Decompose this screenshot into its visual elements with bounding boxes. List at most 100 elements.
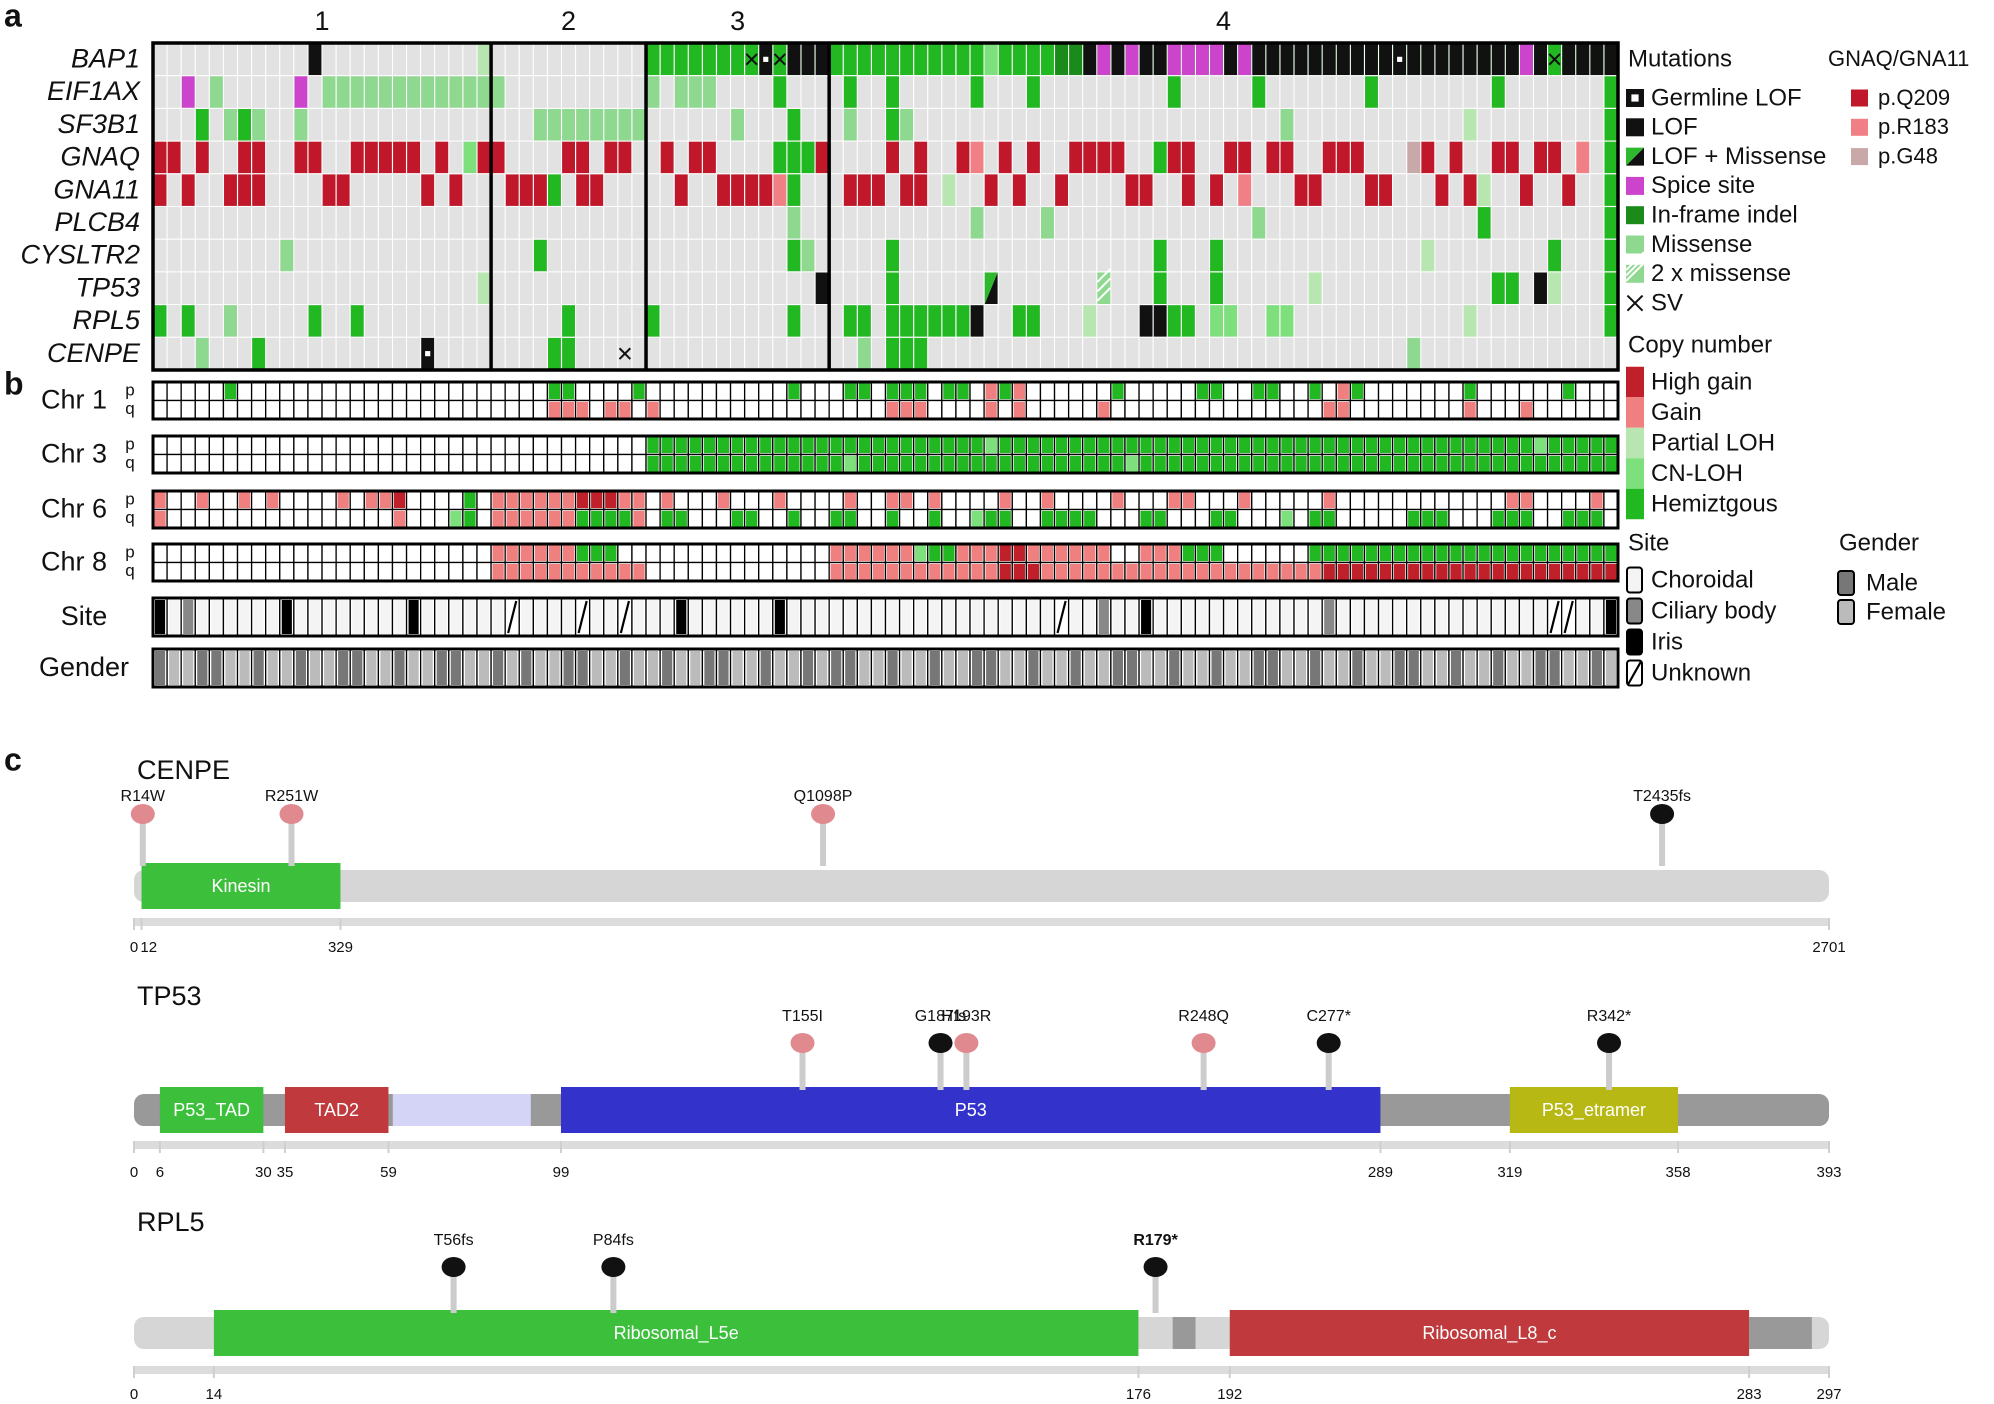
background-cell [391, 107, 408, 142]
background-cell [730, 206, 746, 240]
cell-fill [1000, 600, 1011, 634]
lollipop [1143, 1257, 1168, 1313]
background-cell [448, 271, 464, 306]
background-cell [166, 238, 182, 273]
background-cell [1504, 381, 1521, 402]
background-cell [1279, 381, 1295, 402]
cell-fill [929, 455, 941, 472]
background-cell [349, 107, 365, 142]
cell-fill [1026, 43, 1040, 76]
background-cell [1349, 336, 1365, 371]
cell-fill [914, 174, 928, 206]
hatch-line [1096, 268, 1111, 283]
legend-label: p.G48 [1878, 143, 1938, 168]
background-cell [166, 173, 182, 208]
background-cell [1194, 238, 1210, 273]
mutation-cell [773, 174, 787, 206]
mutation-cell [252, 337, 266, 370]
cell-fill [155, 651, 166, 685]
background-cell [955, 238, 971, 273]
cell-fill [1479, 600, 1490, 634]
background-cell [561, 271, 577, 306]
cell-fill [1167, 305, 1181, 337]
background-cell [1138, 107, 1154, 142]
copy-number-cell [1464, 383, 1476, 400]
background-cell [1039, 107, 1056, 142]
cell-fill [1296, 600, 1307, 634]
cell-fill [1626, 397, 1644, 428]
background-cell [1251, 336, 1267, 371]
domain-label: Ribosomal_L8_c [1422, 1323, 1556, 1344]
cell-fill [688, 43, 702, 76]
cell-fill [957, 437, 969, 454]
cell-fill [591, 651, 602, 685]
mutation-cell [914, 141, 928, 174]
background-cell [1152, 206, 1168, 240]
cell-fill [1042, 600, 1053, 634]
cell-fill [633, 383, 645, 400]
cell-fill [253, 600, 264, 634]
background-cell [701, 543, 718, 564]
block-frame [151, 542, 1620, 583]
copy-number-cell [985, 383, 997, 400]
cell-fill [985, 401, 997, 418]
lollipop [790, 1033, 815, 1090]
cell-fill [336, 174, 350, 206]
cell-fill [886, 437, 899, 454]
cell-fill [1055, 545, 1068, 562]
background-cell [265, 508, 281, 529]
cell-fill [760, 651, 771, 685]
background-cell [828, 336, 844, 371]
cell-fill [1070, 600, 1081, 634]
cell-fill [1604, 141, 1618, 174]
background-cell [1349, 75, 1365, 109]
cell-fill [1196, 43, 1209, 76]
background-cell [1194, 173, 1210, 208]
lollipop-head [1143, 1257, 1168, 1277]
cell-fill [1534, 455, 1547, 472]
background-cell [800, 75, 816, 109]
gender-cell [802, 651, 814, 685]
background-cell [1180, 271, 1196, 306]
legend-icon-frame [1837, 599, 1855, 625]
cell-fill [1112, 437, 1124, 454]
cell-fill [1506, 437, 1518, 454]
cell-fill [1308, 272, 1322, 304]
background-cell [1434, 107, 1450, 142]
cell-fill [1365, 455, 1378, 472]
cell-fill [1563, 510, 1575, 527]
gender-cell [972, 651, 997, 685]
background-cell [1504, 336, 1520, 371]
mutation-cell [1069, 141, 1125, 174]
cell-fill [1181, 43, 1195, 76]
cell-fill [350, 141, 364, 174]
background-cell [377, 304, 393, 338]
site-cell [1098, 600, 1109, 634]
background-cell [941, 75, 957, 109]
background-cell [1546, 508, 1563, 529]
background-cell [349, 561, 365, 582]
background-cell [391, 206, 408, 240]
cell-fill [648, 600, 659, 634]
cell-fill [943, 563, 955, 580]
background-cell [1096, 206, 1112, 240]
cell-fill [1098, 651, 1109, 685]
cell-fill [1239, 455, 1251, 472]
cell-fill [872, 174, 885, 206]
cell-fill [239, 600, 250, 634]
background-cell [1392, 238, 1408, 273]
copy-number-cell [915, 545, 927, 562]
mutation-cell [886, 272, 899, 304]
cell-fill [605, 563, 617, 580]
domain-label: P53 [955, 1100, 987, 1120]
mutation-cell [787, 174, 801, 206]
background-cell [1096, 304, 1112, 338]
cell-fill [1450, 545, 1462, 562]
cell-fill [294, 141, 308, 174]
background-cell [335, 435, 351, 456]
mutation-cell [970, 207, 984, 239]
cell-fill [295, 600, 306, 634]
cell-fill [886, 401, 899, 418]
cell-fill [717, 455, 730, 472]
background-cell [279, 381, 295, 402]
